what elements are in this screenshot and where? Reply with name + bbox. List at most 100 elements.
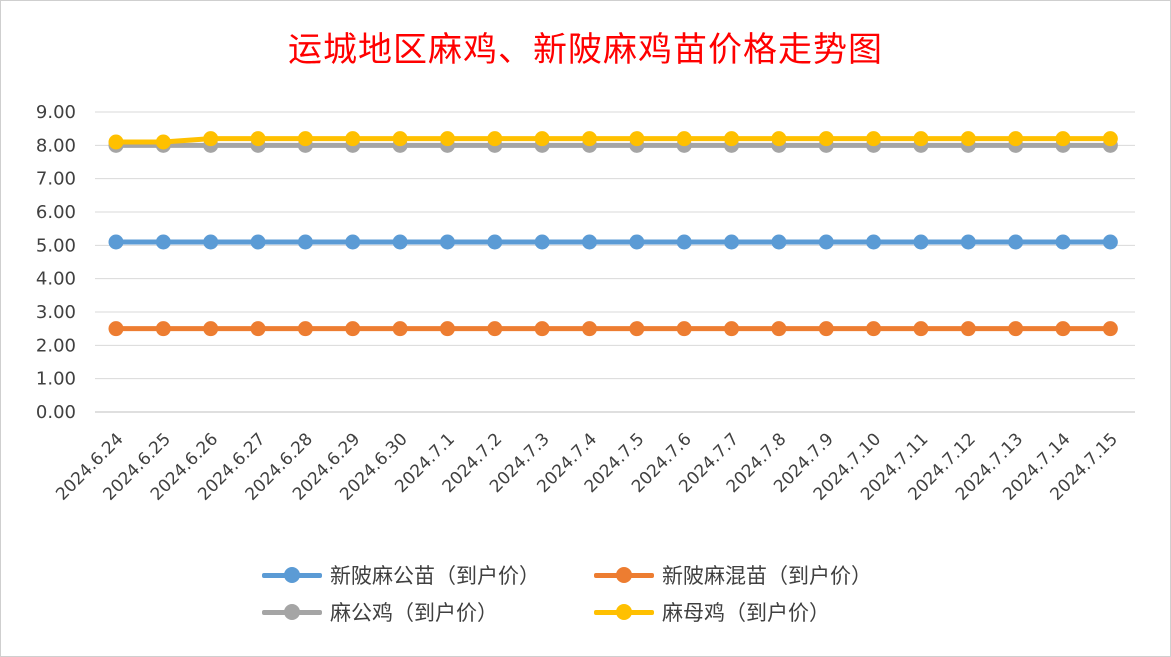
data-point bbox=[676, 321, 692, 337]
data-point bbox=[818, 321, 834, 337]
data-point bbox=[818, 131, 834, 147]
data-point bbox=[487, 321, 503, 337]
data-point bbox=[913, 234, 929, 250]
y-tick-label: 2.00 bbox=[36, 335, 76, 356]
data-point bbox=[534, 131, 550, 147]
data-point bbox=[1008, 234, 1024, 250]
legend-row: 新陂麻公苗（到户价） 新陂麻混苗（到户价） bbox=[262, 556, 962, 593]
legend-swatch bbox=[594, 603, 654, 620]
data-point bbox=[724, 234, 740, 250]
y-axis-ticks: 0.00 1.00 2.00 3.00 4.00 5.00 6.00 7.00 8.00 9.00 bbox=[36, 102, 76, 423]
legend-item: 新陂麻公苗（到户价） bbox=[262, 560, 594, 590]
data-point bbox=[155, 321, 171, 337]
data-point bbox=[439, 234, 455, 250]
data-point bbox=[203, 131, 219, 147]
data-point bbox=[108, 321, 124, 337]
data-point bbox=[1055, 321, 1071, 337]
series-line bbox=[113, 136, 1113, 145]
data-point bbox=[439, 131, 455, 147]
data-point bbox=[1102, 131, 1118, 147]
y-tick-label: 0.00 bbox=[36, 402, 76, 423]
series-1 bbox=[108, 234, 1118, 250]
data-point bbox=[487, 234, 503, 250]
data-point bbox=[866, 131, 882, 147]
data-point bbox=[629, 131, 645, 147]
data-point bbox=[724, 131, 740, 147]
legend-swatch bbox=[262, 566, 322, 583]
data-point bbox=[724, 321, 740, 337]
data-point bbox=[629, 234, 645, 250]
data-point bbox=[345, 321, 361, 337]
data-point bbox=[913, 131, 929, 147]
data-point bbox=[960, 234, 976, 250]
legend-label: 麻母鸡（到户价） bbox=[662, 600, 830, 625]
y-tick-label: 8.00 bbox=[36, 135, 76, 156]
data-point bbox=[392, 234, 408, 250]
data-point bbox=[771, 131, 787, 147]
data-point bbox=[866, 321, 882, 337]
data-point bbox=[1055, 131, 1071, 147]
data-point bbox=[155, 134, 171, 150]
data-point bbox=[582, 131, 597, 147]
data-point bbox=[534, 234, 550, 250]
data-point bbox=[108, 134, 124, 150]
data-point bbox=[155, 234, 171, 250]
data-point bbox=[392, 321, 408, 337]
legend-label: 新陂麻混苗（到户价） bbox=[662, 563, 872, 588]
legend-row: 麻公鸡（到户价） 麻母鸡（到户价） bbox=[262, 593, 962, 630]
data-point bbox=[1102, 321, 1118, 337]
y-tick-label: 6.00 bbox=[36, 202, 76, 223]
chart-title: 运城地区麻鸡、新陂麻鸡苗价格走势图 bbox=[288, 30, 883, 70]
data-point bbox=[676, 234, 692, 250]
y-tick-label: 1.00 bbox=[36, 369, 76, 390]
data-point bbox=[1008, 131, 1024, 147]
data-point bbox=[392, 131, 408, 147]
series-4 bbox=[108, 131, 1118, 150]
x-axis-ticks: 2024.6.242024.6.252024.6.262024.6.272024… bbox=[52, 429, 1122, 504]
data-point bbox=[250, 131, 266, 147]
data-point bbox=[203, 321, 219, 337]
legend-label: 麻公鸡（到户价） bbox=[330, 600, 498, 625]
data-point bbox=[345, 131, 361, 147]
data-point bbox=[913, 321, 929, 337]
y-tick-label: 9.00 bbox=[36, 102, 76, 123]
data-point bbox=[297, 234, 313, 250]
data-point bbox=[297, 321, 313, 337]
data-point bbox=[582, 321, 597, 337]
data-point bbox=[250, 321, 266, 337]
legend-item: 麻母鸡（到户价） bbox=[594, 597, 926, 627]
legend-swatch bbox=[262, 603, 322, 620]
data-point bbox=[676, 131, 692, 147]
legend: 新陂麻公苗（到户价） 新陂麻混苗（到户价） 麻公鸡（到户价） 麻母鸡（到户价） bbox=[262, 556, 962, 630]
data-point bbox=[108, 234, 124, 250]
data-point bbox=[1008, 321, 1024, 337]
data-point bbox=[818, 234, 834, 250]
data-point bbox=[771, 234, 787, 250]
legend-swatch bbox=[594, 566, 654, 583]
legend-item: 新陂麻混苗（到户价） bbox=[594, 560, 926, 590]
data-point bbox=[250, 234, 266, 250]
data-point bbox=[487, 131, 503, 147]
y-tick-label: 7.00 bbox=[36, 169, 76, 190]
data-point bbox=[1102, 234, 1118, 250]
data-point bbox=[960, 321, 976, 337]
data-point bbox=[345, 234, 361, 250]
series-2 bbox=[108, 321, 1118, 337]
data-point bbox=[866, 234, 882, 250]
data-point bbox=[203, 234, 219, 250]
data-point bbox=[1055, 234, 1071, 250]
data-point bbox=[582, 234, 597, 250]
data-point bbox=[771, 321, 787, 337]
series-layer bbox=[108, 131, 1118, 337]
y-tick-label: 3.00 bbox=[36, 302, 76, 323]
y-tick-label: 5.00 bbox=[36, 235, 76, 256]
y-tick-label: 4.00 bbox=[36, 269, 76, 290]
gridlines bbox=[95, 111, 1135, 413]
legend-item: 麻公鸡（到户价） bbox=[262, 597, 594, 627]
data-point bbox=[960, 131, 976, 147]
data-point bbox=[439, 321, 455, 337]
data-point bbox=[629, 321, 645, 337]
data-point bbox=[297, 131, 313, 147]
legend-label: 新陂麻公苗（到户价） bbox=[330, 563, 540, 588]
